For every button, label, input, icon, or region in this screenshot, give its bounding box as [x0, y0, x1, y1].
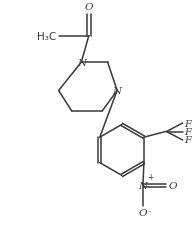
Text: H₃C: H₃C — [37, 32, 57, 42]
Text: N: N — [77, 58, 86, 67]
Text: N: N — [113, 86, 122, 96]
Text: F: F — [185, 136, 191, 145]
Text: O: O — [85, 3, 93, 12]
Text: N: N — [138, 181, 147, 190]
Text: O: O — [168, 181, 177, 190]
Text: ⁻: ⁻ — [147, 208, 151, 217]
Text: +: + — [147, 172, 153, 181]
Text: F: F — [185, 119, 191, 128]
Text: O: O — [139, 208, 147, 217]
Text: F: F — [185, 127, 191, 136]
